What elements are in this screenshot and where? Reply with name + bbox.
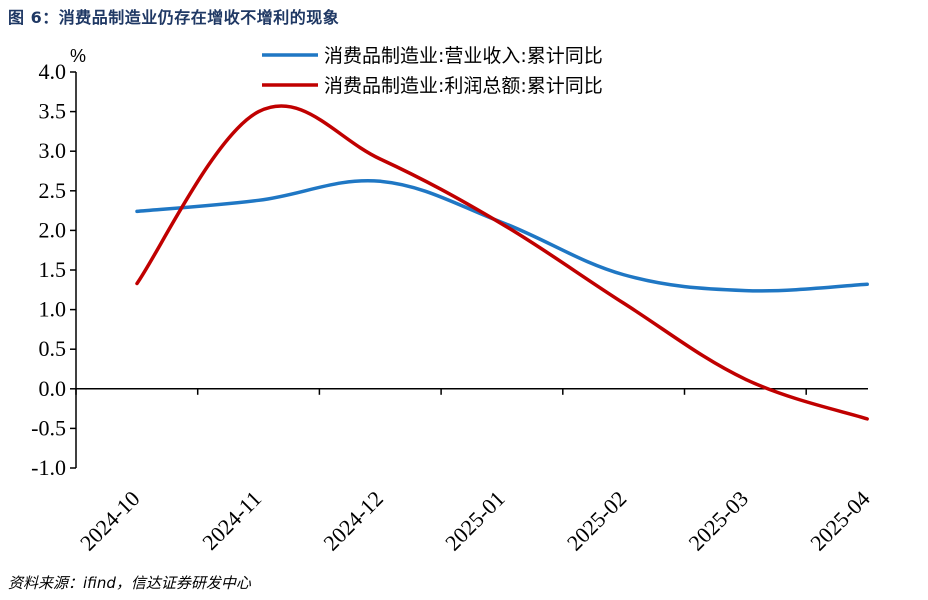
x-tick-label: 2025-01 [440, 486, 510, 556]
source-note: 资料来源：ifind，信达证券研发中心 [8, 574, 251, 592]
y-tick-label: -1.0 [31, 455, 66, 480]
y-tick-label: 3.5 [39, 99, 67, 124]
y-axis-unit: % [70, 46, 86, 66]
y-tick-label: 2.0 [39, 217, 67, 242]
chart-title: 图 6：消费品制造业仍存在增收不增利的现象 [8, 8, 340, 27]
x-tick-label: 2025-04 [805, 486, 875, 556]
legend-item-revenue-label: 消费品制造业:营业收入:累计同比 [324, 45, 603, 67]
y-tick-label: 0.0 [39, 376, 67, 401]
series-layer [135, 104, 869, 421]
y-tick-label: 3.0 [39, 138, 67, 163]
y-tick-label: -0.5 [31, 415, 66, 440]
x-axis: 2024-10 2024-11 2024-12 2025-01 2025-02 2025-… [75, 388, 875, 556]
y-tick-label: 4.0 [39, 59, 67, 84]
y-tick-label: 1.0 [39, 297, 67, 322]
legend-item-profit-label: 消费品制造业:利润总额:累计同比 [324, 75, 603, 97]
x-tick-label: 2024-12 [318, 486, 388, 556]
x-tick-label: 2025-02 [562, 486, 632, 556]
x-tick-label: 2024-10 [75, 486, 145, 556]
profit-series-line [135, 104, 869, 421]
x-tick-label: 2024-11 [197, 486, 266, 555]
y-tick-label: 1.5 [39, 257, 67, 282]
x-tick-label: 2025-03 [684, 486, 754, 556]
y-tick-label: 0.5 [39, 336, 67, 361]
y-tick-label: 2.5 [39, 178, 67, 203]
revenue-series-line [135, 178, 869, 293]
y-axis-ticks: 4.0 3.5 3.0 2.5 2.0 1.5 1.0 0.5 0.0 -0.5 -1.0 [31, 59, 76, 480]
